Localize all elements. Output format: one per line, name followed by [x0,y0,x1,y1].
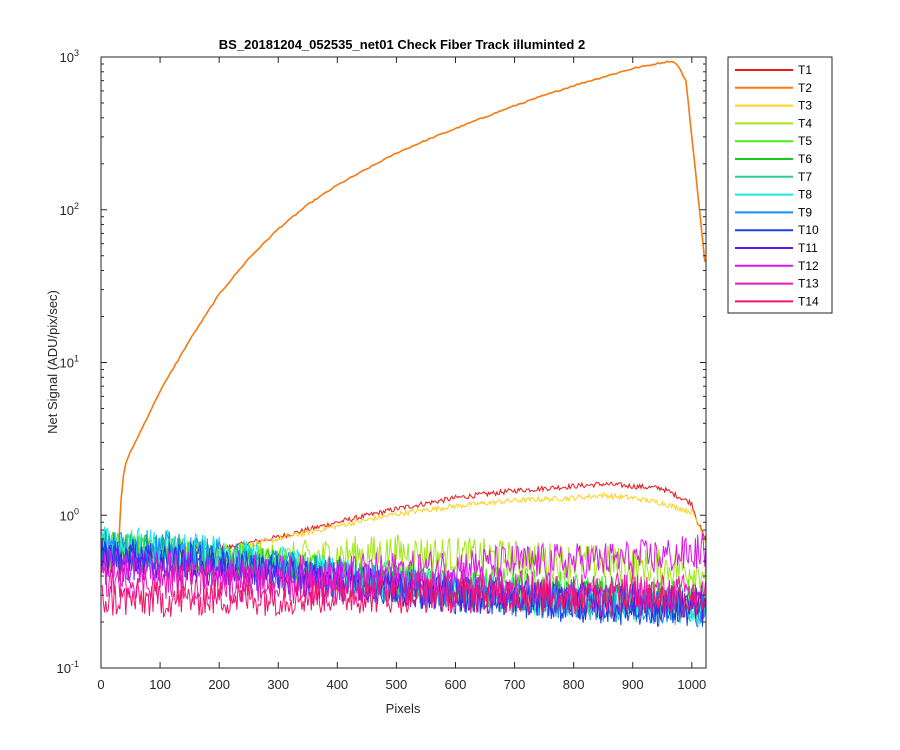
legend-box [727,56,833,314]
x-tick-label: 100 [149,677,171,692]
legend-label-t9: T9 [798,205,812,219]
series-line-t4 [101,534,706,589]
legend-label-t1: T1 [798,63,812,77]
y-tick-label: 10-1 [57,659,79,676]
y-tick-label: 101 [60,354,79,371]
legend-label-t13: T13 [798,277,819,291]
series-line-t11 [101,544,706,623]
chart-title: BS_20181204_052535_net01 Check Fiber Tra… [219,37,585,52]
legend-label-t12: T12 [798,259,819,273]
y-axis-label: Net Signal (ADU/pix/sec) [45,290,60,434]
x-tick-label: 500 [386,677,408,692]
legend-label-t8: T8 [798,188,812,202]
x-tick-label: 200 [208,677,230,692]
legend-label-t14: T14 [798,294,819,308]
legend: T1 T2 T3 T4 T5 T6 T7 T8 T9 T10 T11 T12 T13 T14 [727,56,833,314]
legend-label-t3: T3 [798,99,812,113]
x-tick-label: 900 [622,677,644,692]
x-tick-label: 700 [504,677,526,692]
y-tick-label: 103 [60,48,79,65]
y-tick-label: 100 [60,506,79,523]
series-layer [101,60,706,628]
legend-label-t10: T10 [798,223,819,237]
series-line-t2 [117,60,706,544]
x-tick-label: 600 [445,677,467,692]
legend-label-t5: T5 [798,134,812,148]
x-tick-label: 0 [97,677,104,692]
x-tick-label: 300 [267,677,289,692]
x-tick-label: 800 [563,677,585,692]
x-axis: 0 100 200 300 400 500 600 700 800 900 1000 [97,57,706,692]
series-line-t14 [101,576,706,618]
y-tick-label: 102 [60,201,79,218]
legend-label-t6: T6 [798,152,812,166]
x-tick-label: 1000 [677,677,706,692]
x-axis-label: Pixels [386,701,421,716]
legend-label-t7: T7 [798,170,812,184]
y-axis: 10-1 100 101 102 103 [57,48,706,676]
legend-label-t2: T2 [798,81,812,95]
legend-label-t4: T4 [798,116,812,130]
x-tick-label: 400 [326,677,348,692]
legend-label-t11: T11 [798,241,818,255]
